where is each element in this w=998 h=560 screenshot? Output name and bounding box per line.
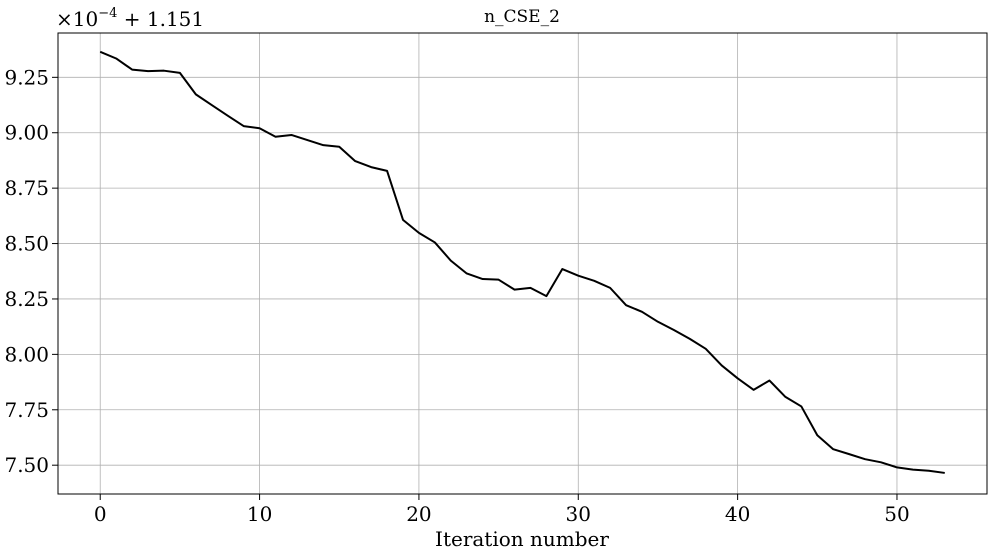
chart-title: n_CSE_2	[484, 7, 560, 27]
grid	[58, 33, 987, 494]
x-tick-label: 20	[406, 502, 431, 526]
y-offset-exponent: −4	[98, 6, 117, 21]
y-offset-prefix: ×10	[56, 7, 98, 31]
x-tick-label: 0	[94, 502, 107, 526]
y-tick-label: 7.50	[4, 453, 49, 477]
y-offset-text: ×10−4 + 1.151	[56, 6, 204, 31]
y-tick-label: 7.75	[4, 398, 49, 422]
series-layer	[99, 50, 945, 474]
x-axis-label: Iteration number	[435, 527, 609, 551]
y-offset-suffix: + 1.151	[117, 7, 204, 31]
y-tick-label: 9.00	[4, 121, 49, 145]
x-tick-label: 40	[725, 502, 750, 526]
axis-ticks: 0 10 20 30 40 50 7.50 7.75 8.00 8.25 8.50 8.75 9.00 9…	[4, 65, 909, 526]
x-tick-label: 30	[566, 502, 591, 526]
x-tick-label: 50	[884, 502, 909, 526]
x-tick-label: 10	[247, 502, 272, 526]
y-tick-label: 8.75	[4, 176, 49, 200]
plot-frame	[57, 32, 988, 495]
y-tick-label: 8.00	[4, 342, 49, 366]
y-tick-label: 8.50	[4, 232, 49, 256]
y-tick-label: 9.25	[4, 65, 49, 89]
series-line	[99, 50, 945, 474]
y-tick-label: 8.25	[4, 287, 49, 311]
